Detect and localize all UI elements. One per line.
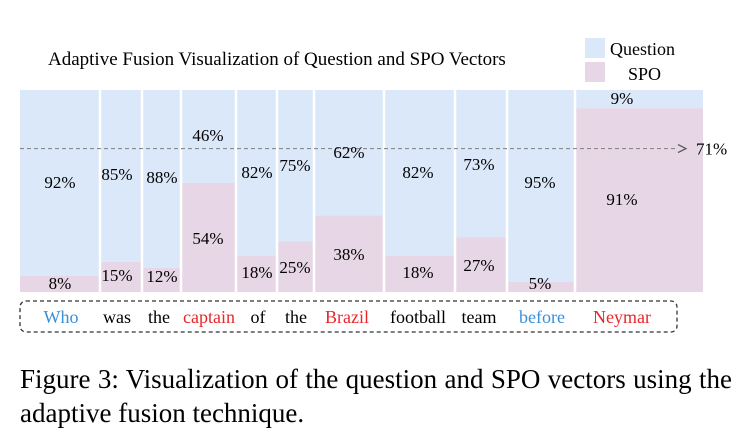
bar-question-segment xyxy=(142,90,181,268)
legend-swatch-question xyxy=(585,38,605,58)
figure-caption: Figure 3: Visualization of the question … xyxy=(20,364,732,428)
question-value-label: 92% xyxy=(44,173,75,192)
bar-question-segment xyxy=(384,90,455,256)
question-word: Brazil xyxy=(325,307,369,327)
reference-arrow xyxy=(677,144,688,154)
bar-question-segment xyxy=(181,90,236,183)
bar-question-segment xyxy=(507,90,575,282)
question-word: football xyxy=(390,307,446,327)
spo-value-label: 12% xyxy=(146,267,177,286)
spo-value-label: 38% xyxy=(333,245,364,264)
question-word: of xyxy=(251,307,266,327)
bar-question-segment xyxy=(100,90,142,262)
bar-question-segment xyxy=(277,90,314,242)
question-value-label: 85% xyxy=(101,165,132,184)
question-value-label: 73% xyxy=(463,155,494,174)
bar-spo-segment xyxy=(575,108,703,293)
question-value-label: 46% xyxy=(192,126,223,145)
reference-label: 71% xyxy=(696,140,727,159)
bar-spo-segment xyxy=(236,255,277,292)
bar-question-segment xyxy=(236,90,277,256)
bar-question-segment xyxy=(20,90,100,276)
spo-value-label: 91% xyxy=(606,190,637,209)
bar-spo-segment xyxy=(277,241,314,292)
question-word: the xyxy=(285,307,307,327)
bar-question-segment xyxy=(314,90,384,216)
question-words-box xyxy=(19,300,678,333)
spo-value-label: 25% xyxy=(279,258,310,277)
question-value-label: 62% xyxy=(333,143,364,162)
bar-spo-segment xyxy=(314,215,384,292)
question-value-label: 82% xyxy=(241,163,272,182)
bar-spo-segment xyxy=(507,281,575,292)
bar-spo-segment xyxy=(384,255,455,292)
question-value-label: 95% xyxy=(524,173,555,192)
question-value-label: 88% xyxy=(146,168,177,187)
question-value-label: 9% xyxy=(611,89,634,108)
question-word: the xyxy=(148,307,170,327)
bar-question-segment xyxy=(575,90,703,109)
question-word: Neymar xyxy=(593,307,651,327)
legend-label-spo: SPO xyxy=(628,64,661,84)
question-value-label: 75% xyxy=(279,156,310,175)
spo-value-label: 18% xyxy=(402,263,433,282)
fusion-chart: Adaptive Fusion Visualization of Questio… xyxy=(19,38,727,333)
spo-value-label: 54% xyxy=(192,229,223,248)
spo-value-label: 27% xyxy=(463,256,494,275)
legend-label-question: Question xyxy=(610,39,675,59)
question-word: was xyxy=(103,307,131,327)
spo-value-label: 15% xyxy=(101,266,132,285)
legend-swatch-spo xyxy=(585,62,605,82)
question-value-label: 82% xyxy=(402,163,433,182)
chart-title: Adaptive Fusion Visualization of Questio… xyxy=(48,49,506,70)
question-word: Who xyxy=(44,307,79,327)
bar-spo-segment xyxy=(20,275,100,292)
bar-question-segment xyxy=(455,90,507,238)
spo-value-label: 8% xyxy=(49,274,72,293)
question-word: team xyxy=(462,307,497,327)
spo-value-label: 5% xyxy=(529,274,552,293)
question-word: captain xyxy=(183,307,235,327)
bar-spo-segment xyxy=(100,261,142,292)
spo-value-label: 18% xyxy=(241,263,272,282)
bar-spo-segment xyxy=(455,237,507,292)
question-word: before xyxy=(519,307,565,327)
bar-spo-segment xyxy=(181,182,236,292)
bar-spo-segment xyxy=(142,267,181,292)
